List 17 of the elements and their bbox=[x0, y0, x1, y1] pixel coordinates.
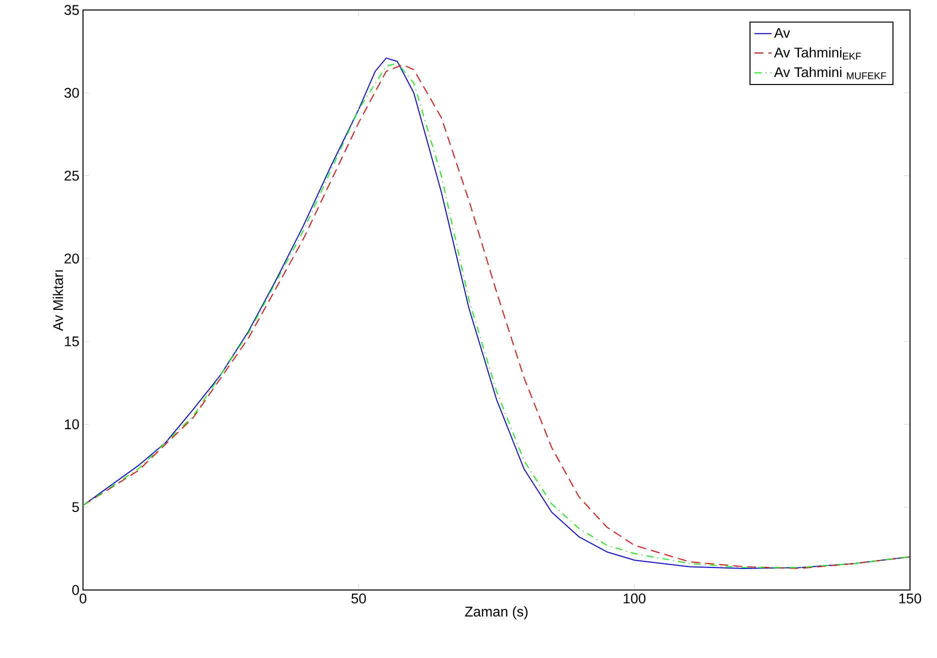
y-axis-title: Av Miktarı bbox=[52, 270, 64, 331]
x-tick-label: 0 bbox=[80, 594, 86, 604]
x-axis-title: Zaman (s) bbox=[465, 606, 528, 620]
legend-label: Av bbox=[774, 28, 790, 38]
y-tick-label: 5 bbox=[72, 502, 79, 512]
y-tick-label: 25 bbox=[64, 170, 79, 181]
y-tick-label: 10 bbox=[64, 419, 79, 430]
y-tick-label: 35 bbox=[64, 5, 79, 15]
legend-label: Av Tahmini$_{EKF}$ bbox=[774, 47, 861, 60]
y-tick-label: 15 bbox=[64, 336, 79, 346]
y-tick-label: 20 bbox=[64, 254, 79, 264]
x-tick-label: 150 bbox=[899, 594, 922, 604]
x-tick-label: 50 bbox=[351, 594, 366, 604]
x-tick-label: 100 bbox=[624, 594, 646, 604]
legend-label: Av Tahmini $_{MUFEKF}$ bbox=[774, 66, 886, 80]
y-tick-label: 30 bbox=[64, 88, 79, 98]
y-tick-label: 0 bbox=[72, 585, 79, 595]
